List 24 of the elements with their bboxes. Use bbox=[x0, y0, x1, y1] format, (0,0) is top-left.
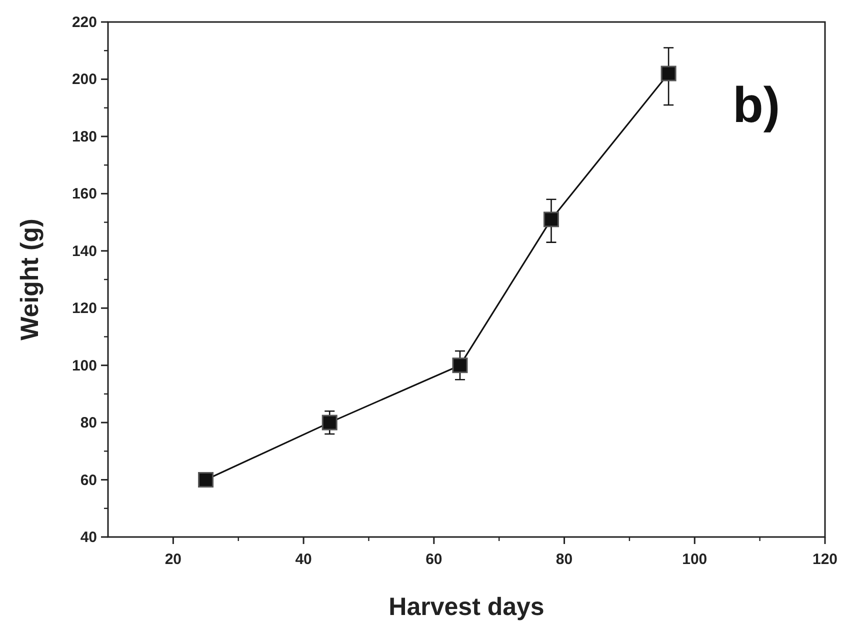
x-tick-label: 40 bbox=[295, 551, 312, 568]
point bbox=[543, 212, 559, 228]
x-tick-label: 20 bbox=[164, 551, 182, 568]
x-axis-title: Harvest days bbox=[388, 593, 544, 621]
y-tick-label: 160 bbox=[72, 186, 97, 203]
y-tick-label: 120 bbox=[72, 300, 97, 318]
y-tick-label: 180 bbox=[72, 128, 97, 146]
x-tick-label: 120 bbox=[812, 551, 838, 568]
point bbox=[322, 414, 338, 430]
y-axis-title: Weight (g) bbox=[16, 218, 44, 340]
y-tick-label: 40 bbox=[80, 529, 97, 546]
y-tick-label: 60 bbox=[80, 472, 97, 489]
x-tick-label: 100 bbox=[682, 551, 708, 568]
x-tick-label: 80 bbox=[556, 551, 573, 568]
x-tick-label: 60 bbox=[426, 551, 442, 568]
annotation: b) bbox=[732, 77, 780, 133]
y-tick-label: 220 bbox=[72, 14, 97, 31]
y-tick-label: 100 bbox=[72, 357, 97, 374]
y-tick-label: 200 bbox=[72, 71, 97, 88]
point bbox=[452, 358, 468, 374]
point bbox=[198, 472, 214, 488]
y-tick-label: 80 bbox=[80, 414, 97, 432]
point bbox=[660, 66, 676, 82]
y-tick-label: 140 bbox=[72, 242, 97, 260]
